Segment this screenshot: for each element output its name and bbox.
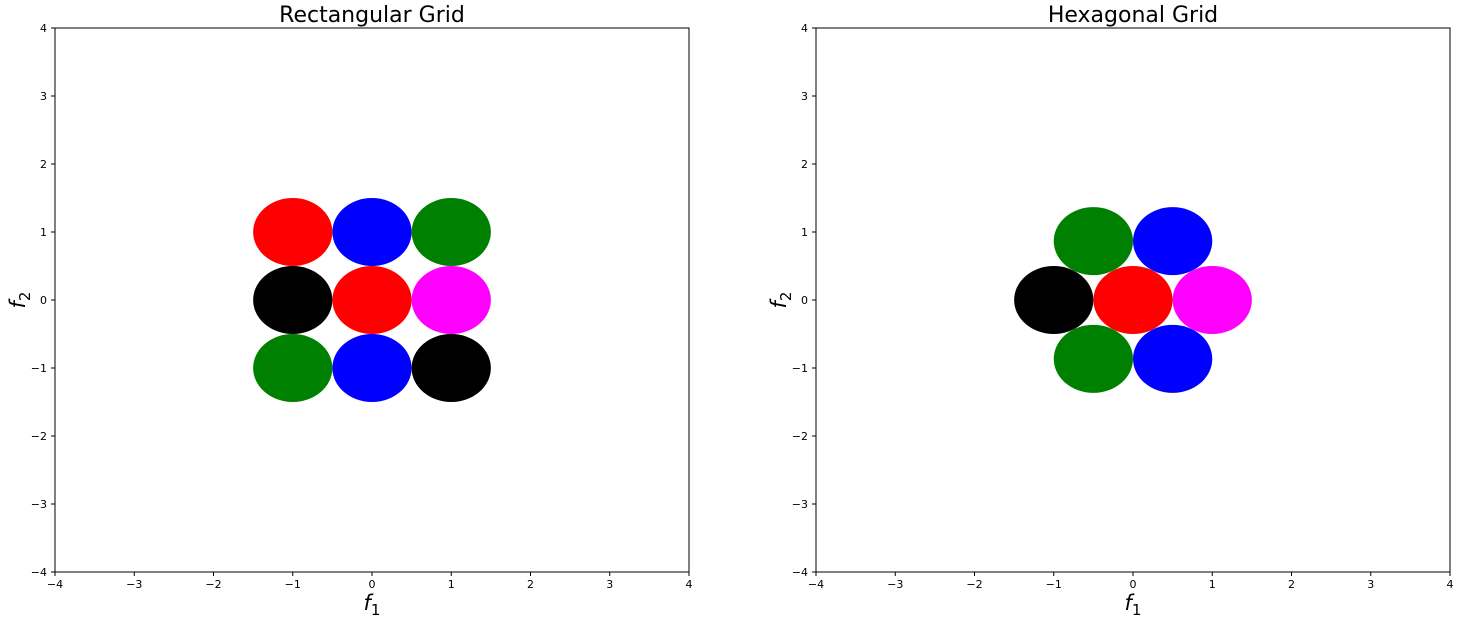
data-point	[411, 198, 491, 266]
y-tick-label: −1	[792, 362, 808, 375]
x-tick-label: 1	[448, 578, 455, 591]
data-point	[332, 198, 412, 266]
x-tick-label: −4	[47, 578, 63, 591]
data-point	[1133, 324, 1213, 393]
data-point	[253, 334, 333, 402]
y-tick-label: 0	[801, 294, 808, 307]
x-tick-label: 3	[1367, 578, 1374, 591]
y-tick-label: 1	[40, 226, 47, 239]
x-tick-label: −4	[808, 578, 824, 591]
y-tick-label: −2	[792, 430, 808, 443]
data-point	[332, 334, 412, 402]
data-point	[253, 198, 333, 266]
x-tick-label: 4	[1447, 578, 1454, 591]
y-tick-label: 1	[801, 226, 808, 239]
data-point	[1172, 266, 1252, 334]
data-point	[1093, 266, 1173, 334]
x-tick-label: 1	[1209, 578, 1216, 591]
y-tick-label: −3	[31, 498, 47, 511]
x-axis-label: f1	[364, 591, 381, 619]
y-tick-label: 2	[801, 158, 808, 171]
x-tick-label: −2	[205, 578, 221, 591]
y-axis-label: f2	[6, 292, 34, 309]
chart-title: Rectangular Grid	[279, 3, 465, 28]
y-tick-label: 4	[801, 22, 808, 35]
x-axis-label: f1	[1125, 591, 1142, 619]
data-point	[411, 334, 491, 402]
x-tick-label: −3	[126, 578, 142, 591]
data-point	[253, 266, 333, 334]
x-tick-label: 4	[686, 578, 693, 591]
y-tick-label: 4	[40, 22, 47, 35]
chart-title: Hexagonal Grid	[1048, 3, 1218, 28]
y-tick-label: −1	[31, 362, 47, 375]
y-axis-label: f2	[767, 292, 795, 309]
x-tick-label: 0	[1130, 578, 1137, 591]
y-tick-label: −3	[792, 498, 808, 511]
data-point	[1053, 207, 1133, 276]
y-tick-label: 3	[40, 90, 47, 103]
y-tick-label: 0	[40, 294, 47, 307]
y-tick-label: −4	[792, 566, 808, 579]
x-tick-label: −1	[1046, 578, 1062, 591]
data-point	[1053, 324, 1133, 393]
chart-rect: Rectangular Grid −4 −3 −2 −1 0 1 2 3 4 −4 −3 −2 −1 0 1 2…	[6, 3, 693, 619]
x-tick-label: 3	[606, 578, 613, 591]
y-tick-label: 3	[801, 90, 808, 103]
chart-hex: Hexagonal Grid −4 −3 −2 −1 0 1 2 3 4 −4 −3 −2 −1 0 1 2 3 4…	[767, 3, 1454, 619]
data-point	[411, 266, 491, 334]
x-tick-label: −2	[966, 578, 982, 591]
x-tick-label: −1	[285, 578, 301, 591]
data-point	[1014, 266, 1094, 334]
x-tick-label: 2	[527, 578, 534, 591]
data-point	[332, 266, 412, 334]
x-tick-label: 2	[1288, 578, 1295, 591]
x-tick-label: 0	[369, 578, 376, 591]
y-tick-label: −4	[31, 566, 47, 579]
data-point	[1133, 207, 1213, 276]
y-tick-label: −2	[31, 430, 47, 443]
y-tick-label: 2	[40, 158, 47, 171]
x-tick-label: −3	[887, 578, 903, 591]
